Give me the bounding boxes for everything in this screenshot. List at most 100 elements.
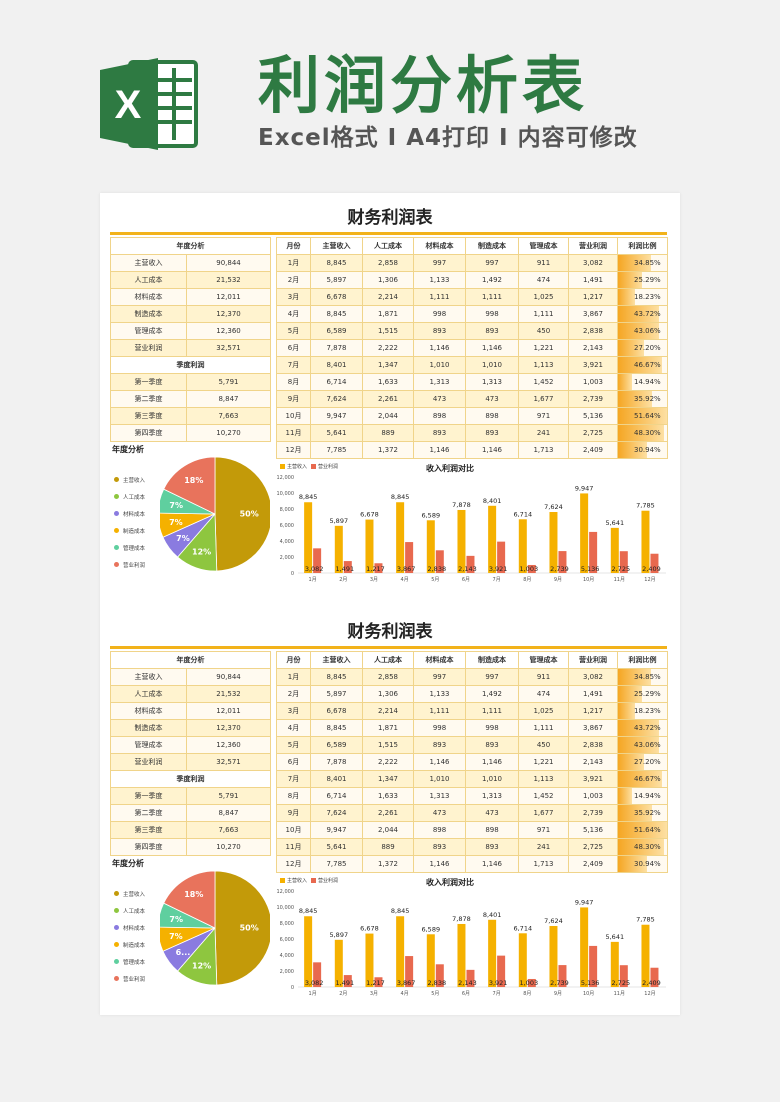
value-cell: 1,491: [568, 271, 618, 289]
month-cell: 3月: [276, 702, 311, 720]
value-cell: 9,947: [310, 821, 363, 839]
ratio-databar: [618, 391, 652, 407]
y-tick-label: 0: [291, 571, 294, 577]
table-row: 4月 8,845 1,871 998 998 1,111 3,867 43.72%: [276, 719, 668, 737]
legend-swatch: [114, 976, 119, 981]
profit-section-1: 财务利润表 年度分析 主营收入 90,844 人工成本 21,532 材料成本 12,011…: [100, 193, 680, 603]
pie-legend-item: 主营收入: [114, 471, 174, 488]
ratio-databar: [618, 703, 636, 719]
value-cell: 7,785: [310, 441, 363, 459]
value-cell: 997: [465, 254, 519, 272]
profit-ratio-cell: 51.64%: [617, 407, 668, 425]
ratio-value: 18.23%: [634, 293, 661, 301]
legend-swatch: [311, 464, 317, 469]
value-cell: 6,714: [310, 373, 363, 391]
table-row: 7月 8,401 1,347 1,010 1,010 1,113 3,921 46.67%: [276, 356, 668, 374]
profit-ratio-cell: 35.92%: [617, 804, 668, 822]
pie-slice-label: 7%: [176, 534, 190, 543]
value-cell: 898: [413, 821, 466, 839]
column-header: 利润比例: [617, 237, 668, 255]
value-cell: 911: [518, 668, 569, 686]
income-data-label: 7,878: [452, 501, 471, 509]
value-cell: 2,739: [568, 804, 618, 822]
quarter-item-row: 第一季度 5,791: [110, 787, 271, 805]
ratio-value: 51.64%: [634, 826, 661, 834]
section-header-cell: 季度利润: [110, 770, 271, 788]
profit-data-label: 2,838: [427, 565, 446, 573]
ratio-value: 27.20%: [634, 758, 661, 766]
value-cell: 241: [518, 838, 569, 856]
income-bar: [457, 509, 466, 573]
page-subtitle: Excel格式 I A4打印 I 内容可修改: [258, 125, 638, 151]
column-header: 人工成本: [362, 651, 414, 669]
item-value-cell: 7,663: [186, 821, 271, 839]
profit-ratio-cell: 43.72%: [617, 719, 668, 737]
pie-slice-label: 12%: [192, 962, 211, 971]
profit-bar: [466, 969, 475, 987]
ratio-value: 46.67%: [634, 775, 661, 783]
quarter-header-row: 季度利润: [110, 356, 271, 374]
y-tick-label: 8,000: [280, 921, 294, 927]
month-cell: 9月: [276, 390, 311, 408]
x-tick-label: 11月: [614, 991, 625, 997]
value-cell: 971: [518, 821, 569, 839]
pie-legend-item: 管理成本: [114, 953, 174, 970]
y-tick-label: 2,000: [280, 969, 294, 975]
pie-slice: [160, 926, 216, 952]
table-row: 10月 9,947 2,044 898 898 971 5,136 51.64%: [276, 407, 668, 425]
month-cell: 12月: [276, 441, 311, 459]
value-cell: 1,491: [568, 685, 618, 703]
x-tick-label: 12月: [644, 991, 655, 997]
value-cell: 1,146: [413, 441, 466, 459]
income-bar: [396, 916, 405, 987]
pie-slice: [163, 870, 216, 929]
ratio-databar: [618, 374, 633, 390]
pie-slice-label: 7%: [169, 501, 183, 510]
value-cell: 7,878: [310, 339, 363, 357]
month-cell: 7月: [276, 770, 311, 788]
value-cell: 2,044: [362, 821, 414, 839]
value-cell: 3,082: [568, 668, 618, 686]
income-bar: [549, 926, 558, 987]
legend-label: 主营收入: [123, 891, 146, 898]
value-cell: 2,409: [568, 855, 618, 873]
item-value-cell: 8,847: [186, 390, 271, 408]
legend-swatch: [114, 511, 119, 516]
income-data-label: 5,897: [329, 931, 348, 939]
legend-label: 制造成本: [123, 942, 146, 949]
column-header: 材料成本: [413, 237, 466, 255]
monthly-header-row: 月份 主营收入 人工成本 材料成本 制造成本 管理成本 营业利润 利润比例: [276, 237, 668, 255]
profit-bar: [313, 548, 322, 573]
profit-data-label: 1,003: [519, 565, 538, 573]
legend-swatch: [114, 942, 119, 947]
value-cell: 1,146: [465, 339, 519, 357]
profit-bar: [650, 967, 659, 987]
bar-chart-title: 收入利润对比: [426, 878, 474, 887]
legend-label: 人工成本: [123, 494, 146, 501]
y-tick-label: 4,000: [280, 539, 294, 545]
value-cell: 1,146: [465, 753, 519, 771]
x-tick-label: 3月: [370, 991, 378, 997]
title-underline: [110, 232, 667, 235]
x-tick-label: 10月: [583, 991, 594, 997]
month-cell: 12月: [276, 855, 311, 873]
income-bar: [610, 527, 619, 573]
value-cell: 8,845: [310, 305, 363, 323]
value-cell: 8,845: [310, 254, 363, 272]
month-cell: 3月: [276, 288, 311, 306]
profit-ratio-cell: 34.85%: [617, 254, 668, 272]
column-header: 主营收入: [310, 237, 363, 255]
value-cell: 893: [413, 424, 466, 442]
profit-bar: [374, 563, 383, 573]
ratio-value: 30.94%: [634, 446, 661, 454]
value-cell: 2,838: [568, 322, 618, 340]
profit-ratio-cell: 14.94%: [617, 787, 668, 805]
ratio-databar: [618, 357, 662, 373]
income-data-label: 9,947: [575, 484, 594, 492]
page-title: 利润分析表: [258, 49, 589, 122]
profit-ratio-cell: 25.29%: [617, 685, 668, 703]
profit-bar: [466, 555, 475, 573]
item-label-cell: 营业利润: [110, 753, 187, 771]
income-data-label: 8,845: [299, 907, 318, 915]
item-value-cell: 10,270: [186, 838, 271, 856]
